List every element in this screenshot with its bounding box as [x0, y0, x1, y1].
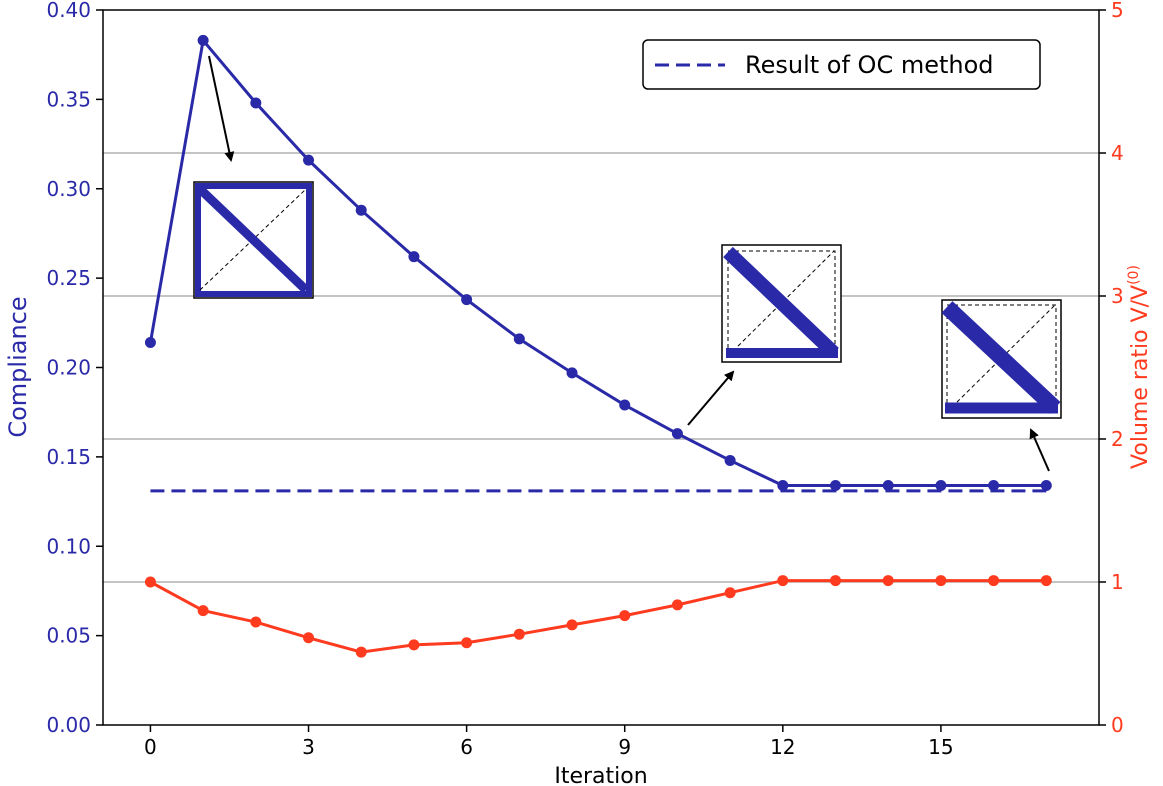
series-0-point-12 — [777, 479, 789, 491]
series-1-point-5 — [408, 639, 420, 651]
series-0-line — [148, 36, 1047, 487]
legend-box — [642, 39, 1041, 90]
series-1-point-14 — [882, 575, 894, 587]
x-axis-ticks: 0 3 6 9 12 15 — [144, 725, 954, 759]
series-0-point-7 — [513, 333, 525, 345]
y-left-tick-label-6: 0.30 — [46, 177, 91, 201]
series-1-point-15 — [935, 575, 947, 587]
y-left-tick-label-3: 0.15 — [46, 445, 91, 469]
y-left-tick-label-0: 0.00 — [46, 713, 91, 737]
y-right-tick-label-4: 4 — [1111, 141, 1124, 165]
series-0-point-15 — [935, 479, 947, 491]
y-right-axis-ticks: 0 1 2 3 4 5 — [1099, 0, 1124, 737]
y-left-tick-label-1: 0.05 — [46, 624, 91, 648]
y-left-tick-label-8: 0.40 — [46, 0, 91, 22]
y-left-tick-label-7: 0.35 — [46, 87, 91, 111]
series-0-point-6 — [461, 294, 473, 306]
series-0-point-9 — [619, 399, 631, 411]
x-tick-label-4: 12 — [770, 735, 795, 759]
series-0-point-17 — [1040, 479, 1052, 491]
legend-entry-label: Result of OC method — [745, 51, 994, 79]
y-left-axis-ticks: 0.00 0.05 0.10 0.15 0.20 0.25 0.30 0.35 0.40 — [46, 0, 103, 737]
series-0-point-14 — [882, 479, 894, 491]
series-1-point-3 — [303, 632, 315, 644]
series-1-point-13 — [830, 575, 842, 587]
y-right-tick-label-2: 2 — [1111, 427, 1124, 451]
series-1-point-8 — [566, 619, 578, 631]
y-right-axis-label: Volume ratio V/V(0) — [1126, 265, 1153, 469]
y-right-tick-label-0: 0 — [1111, 713, 1124, 737]
series-1-point-6 — [461, 637, 473, 649]
truss-inset-iteration-1 — [193, 181, 314, 299]
series-0-point-10 — [671, 428, 683, 440]
truss-inset-iteration-17 — [941, 299, 1062, 419]
annotation-arrow-1 — [208, 55, 235, 162]
x-tick-label-3: 9 — [618, 735, 631, 759]
series-1-point-4 — [355, 646, 367, 658]
y-right-tick-label-3: 3 — [1111, 284, 1124, 308]
series-1-point-1 — [197, 605, 209, 617]
series-1-point-16 — [988, 575, 1000, 587]
y-left-tick-label-5: 0.25 — [46, 266, 91, 290]
series-1-point-9 — [619, 610, 631, 622]
truss-inset-iteration-10 — [721, 244, 842, 363]
y-left-tick-label-4: 0.20 — [46, 356, 91, 380]
y-left-tick-label-2: 0.10 — [46, 534, 91, 558]
y-right-axis-label-main: Volume ratio V/V — [1128, 285, 1153, 469]
annotation-arrow-3 — [1029, 428, 1050, 472]
series-1-point-2 — [250, 616, 262, 628]
y-left-axis-label: Compliance — [4, 296, 32, 437]
series-1-point-17 — [1040, 575, 1052, 587]
y-right-tick-label-5: 5 — [1111, 0, 1124, 22]
series-1-point-7 — [513, 628, 525, 640]
series-1-point-11 — [724, 587, 736, 599]
series-0-point-5 — [408, 251, 420, 263]
x-tick-label-2: 6 — [460, 735, 473, 759]
series-1-point-0 — [144, 576, 156, 588]
series-0-point-3 — [303, 154, 315, 166]
series-0-point-16 — [988, 479, 1000, 491]
y-right-axis-label-superscript: (0) — [1126, 265, 1142, 285]
series-0-point-0 — [144, 336, 156, 348]
x-tick-label-0: 0 — [144, 735, 157, 759]
series-layer — [144, 34, 1052, 658]
series-0-point-13 — [830, 479, 842, 491]
x-axis-label: Iteration — [554, 764, 647, 786]
x-tick-label-5: 15 — [928, 735, 953, 759]
x-tick-label-1: 3 — [302, 735, 315, 759]
y-right-tick-label-1: 1 — [1111, 570, 1124, 594]
annotation-arrow-2 — [687, 370, 735, 426]
series-0-point-2 — [250, 97, 262, 109]
legend: Result of OC method — [642, 39, 1041, 90]
series-0-point-1 — [197, 34, 209, 46]
series-1-point-12 — [777, 575, 789, 587]
series-1-point-10 — [671, 599, 683, 611]
series-0-point-8 — [566, 367, 578, 379]
series-0-point-4 — [355, 204, 367, 216]
series-1-line — [149, 579, 1047, 654]
series-0-point-11 — [724, 454, 736, 466]
